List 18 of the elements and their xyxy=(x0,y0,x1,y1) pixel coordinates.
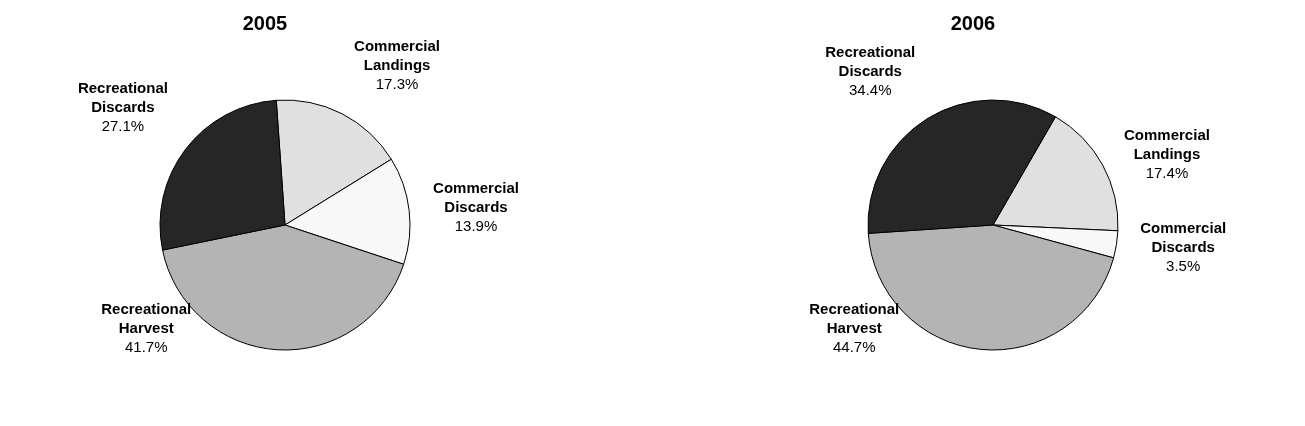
data-label: 44.7% xyxy=(832,338,876,355)
chart-title: 2005 xyxy=(242,12,288,34)
data-label: 13.9% xyxy=(454,217,498,235)
data-label: 17.4% xyxy=(1145,163,1189,181)
data-label: 17.3% xyxy=(375,75,419,93)
slice-label: Recreational Discards xyxy=(77,79,168,116)
slice-label: Recreational Discards xyxy=(825,43,916,80)
chart-title: 2006 xyxy=(950,12,996,34)
slice-label: Recreational Harvest xyxy=(809,300,900,336)
slice-label: Commercial Landings xyxy=(354,37,440,74)
data-label: 41.7% xyxy=(124,338,168,355)
slice-label: Commercial Landings xyxy=(1124,125,1210,162)
data-label: 34.4% xyxy=(849,81,892,99)
slice-label: Recreational Harvest xyxy=(101,300,192,336)
slice-label: Commercial Discards xyxy=(1140,219,1227,256)
data-label: 27.1% xyxy=(101,117,145,135)
slice-label: Commercial Discards xyxy=(433,179,519,216)
data-label: 3.5% xyxy=(1166,257,1201,275)
